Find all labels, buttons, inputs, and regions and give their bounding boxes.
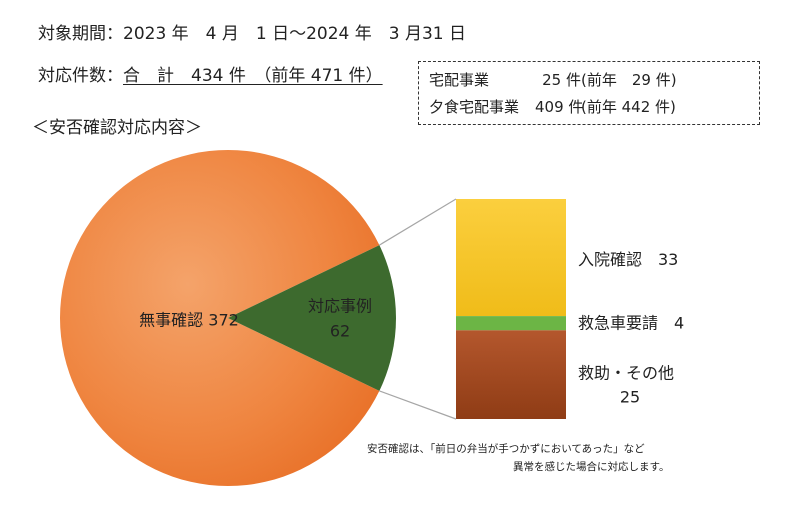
pie-label-cases-name: 対応事例 — [308, 297, 372, 316]
count-label: 対応件数： — [38, 66, 123, 86]
connector-line-bottom — [379, 390, 457, 420]
bar-label-rescue-name: 救助・その他 — [578, 364, 674, 383]
breakdown-count: 25 件 — [542, 71, 581, 89]
breakdown-prev: (前年 442 件) — [581, 98, 676, 116]
breakdown-name: 夕食宅配事業 — [429, 98, 520, 116]
pie-label-safe: 無事確認 372 — [139, 311, 239, 330]
bar-segment-ambulance — [456, 316, 566, 331]
count-summary: 対応件数：合 計 434 件 （前年 471 件） — [38, 61, 383, 86]
pie-slice-cases — [228, 245, 396, 391]
count-total: 合 計 434 件 （前年 471 件） — [123, 66, 383, 86]
breakdown-row-delivery: 宅配事業 25 件(前年 29 件) — [429, 69, 677, 90]
pie-label-cases-value: 62 — [330, 322, 350, 341]
bar-segment-hospital — [456, 199, 566, 317]
bar-label-rescue-value: 25 — [620, 388, 640, 407]
bar-label-ambulance: 救急車要請 4 — [578, 314, 684, 333]
breakdown-box: 宅配事業 25 件(前年 29 件) 夕食宅配事業 409 件(前年 442 件) — [418, 61, 760, 125]
breakdown-name: 宅配事業 — [429, 71, 490, 89]
pie-slice-safe — [60, 149, 380, 486]
period-label: 対象期間：2023 年 4 月 1 日～2024 年 3 月31 日 — [38, 24, 467, 44]
section-title: ＜安否確認対応内容＞ — [32, 118, 202, 138]
connector-line-top — [379, 198, 457, 246]
breakdown-row-dinner: 夕食宅配事業 409 件(前年 442 件) — [429, 96, 676, 117]
note-line-2: 異常を感じた場合に対応します。 — [513, 461, 670, 473]
breakdown-count: 409 件 — [535, 98, 584, 116]
bar-label-hospital: 入院確認 33 — [578, 250, 678, 269]
bar-segment-rescue — [456, 330, 566, 419]
breakdown-prev: (前年 29 件) — [581, 71, 677, 89]
note-line-1: 安否確認は、「前日の弁当が手つかずにおいてあった」など — [367, 443, 645, 455]
